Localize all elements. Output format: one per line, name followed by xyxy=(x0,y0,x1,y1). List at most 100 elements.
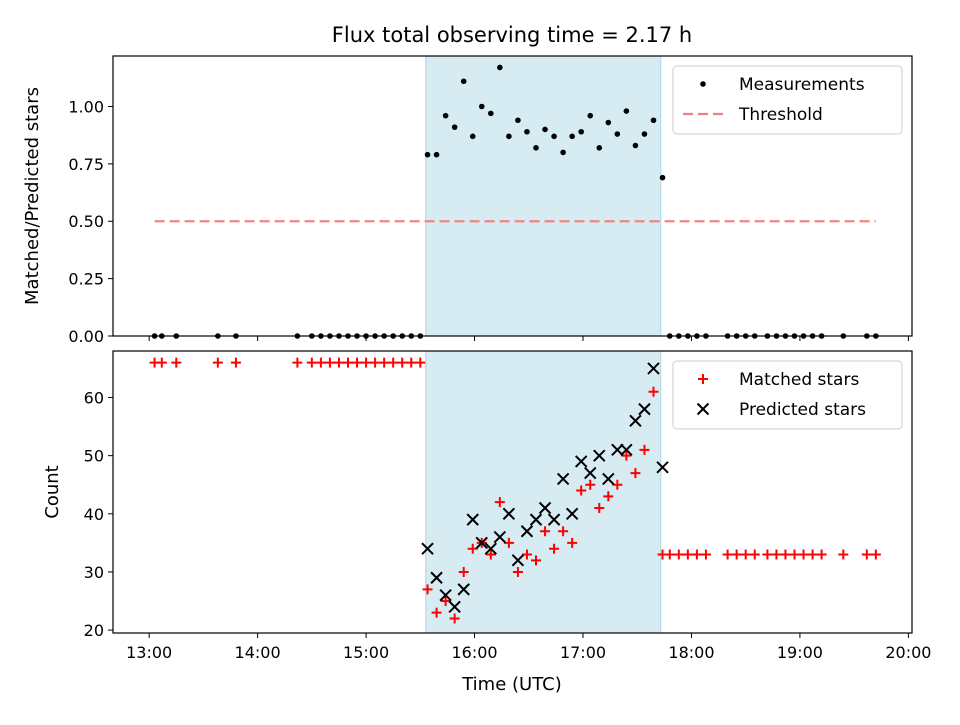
data-point xyxy=(529,513,543,526)
data-point xyxy=(629,414,642,427)
data-point xyxy=(749,549,760,560)
data-point xyxy=(156,357,167,368)
data-point xyxy=(488,110,494,117)
data-point xyxy=(424,151,431,158)
y-tick-label: 0.25 xyxy=(68,270,104,289)
data-point xyxy=(370,357,381,368)
data-point xyxy=(451,124,458,130)
data-point xyxy=(547,513,561,526)
x-axis-label: Time (UTC) xyxy=(461,674,562,695)
legend-label: Predicted stars xyxy=(739,400,866,420)
data-point xyxy=(212,357,223,368)
ratio-y-axis-label: Matched/Predicted stars xyxy=(22,87,43,305)
data-point xyxy=(469,133,476,140)
count-marks xyxy=(149,357,881,624)
data-point xyxy=(466,513,479,526)
count-y-ticks: 20 30 40 50 60 xyxy=(84,389,113,640)
data-point xyxy=(421,542,434,555)
y-tick-label: 50 xyxy=(84,447,104,466)
data-point xyxy=(494,497,505,508)
x-tick-label: 20:00 xyxy=(885,643,931,662)
data-point xyxy=(457,583,470,596)
data-point xyxy=(593,449,606,462)
data-point xyxy=(458,566,469,577)
data-point xyxy=(596,145,603,151)
data-point xyxy=(306,357,317,368)
data-point xyxy=(524,128,530,135)
data-point xyxy=(574,455,588,468)
data-point xyxy=(861,549,872,560)
data-point xyxy=(647,362,660,375)
data-point xyxy=(511,554,525,567)
data-point xyxy=(780,549,791,560)
data-point xyxy=(621,450,632,461)
data-point xyxy=(567,537,578,548)
data-point xyxy=(870,549,881,560)
observing-window-highlight xyxy=(425,350,662,634)
data-point xyxy=(611,443,624,457)
data-point xyxy=(656,461,669,474)
data-point xyxy=(612,479,623,490)
data-point xyxy=(449,613,460,624)
data-point xyxy=(659,174,666,181)
y-tick-label: 30 xyxy=(84,563,104,582)
data-point xyxy=(620,443,633,457)
legend-box xyxy=(672,360,903,430)
legend-swatch xyxy=(698,374,708,384)
data-point xyxy=(485,549,496,560)
x-tick-label: 14:00 xyxy=(235,643,281,662)
data-point xyxy=(515,117,521,124)
data-point xyxy=(585,479,596,490)
data-point xyxy=(584,466,597,480)
legend-label: Measurements xyxy=(739,75,865,95)
legend-label: Threshold xyxy=(738,105,823,125)
data-point xyxy=(506,133,512,140)
data-point xyxy=(602,472,615,486)
count-x-ticks: 13:00 14:00 15:00 16:00 17:00 18:00 19:00 20:00 xyxy=(126,633,931,662)
data-point xyxy=(379,357,390,368)
data-point xyxy=(650,117,657,124)
data-point xyxy=(605,119,612,126)
data-point xyxy=(397,357,408,368)
data-point xyxy=(533,145,539,151)
data-point xyxy=(731,549,742,560)
data-point xyxy=(691,549,702,560)
x-tick-label: 13:00 xyxy=(126,643,172,662)
data-point xyxy=(722,549,733,560)
data-point xyxy=(439,588,452,602)
data-point xyxy=(623,108,630,114)
data-point xyxy=(467,543,478,554)
data-point xyxy=(762,549,773,560)
legend-box xyxy=(672,65,903,135)
x-tick-label: 17:00 xyxy=(560,643,606,662)
data-point xyxy=(614,131,621,137)
y-tick-label: 0.00 xyxy=(68,327,104,346)
data-point xyxy=(682,549,693,560)
x-tick-label: 16:00 xyxy=(451,643,497,662)
data-point xyxy=(422,584,433,595)
data-point xyxy=(807,549,818,560)
data-point xyxy=(789,549,800,560)
data-point xyxy=(587,112,594,119)
data-point xyxy=(292,357,303,368)
legend-swatch xyxy=(696,402,710,416)
y-tick-label: 0.50 xyxy=(68,212,104,231)
chart-title: Flux total observing time = 2.17 h xyxy=(332,23,692,47)
data-point xyxy=(497,64,503,71)
count-panel: 20 30 40 50 60 13:00 14:00 15:00 16:00 17:00 18:0… xyxy=(42,350,931,662)
data-point xyxy=(415,357,426,368)
data-point xyxy=(531,555,541,566)
data-point xyxy=(324,357,335,368)
data-point xyxy=(576,485,587,496)
data-point xyxy=(503,537,514,548)
data-point xyxy=(558,526,569,537)
x-tick-label: 18:00 xyxy=(668,643,714,662)
data-point xyxy=(460,78,467,85)
data-point xyxy=(430,571,443,584)
legend-swatch xyxy=(700,81,706,87)
data-point xyxy=(673,549,684,560)
data-point xyxy=(560,149,566,156)
data-point xyxy=(448,600,461,614)
data-point xyxy=(475,536,488,550)
data-point xyxy=(431,607,442,618)
